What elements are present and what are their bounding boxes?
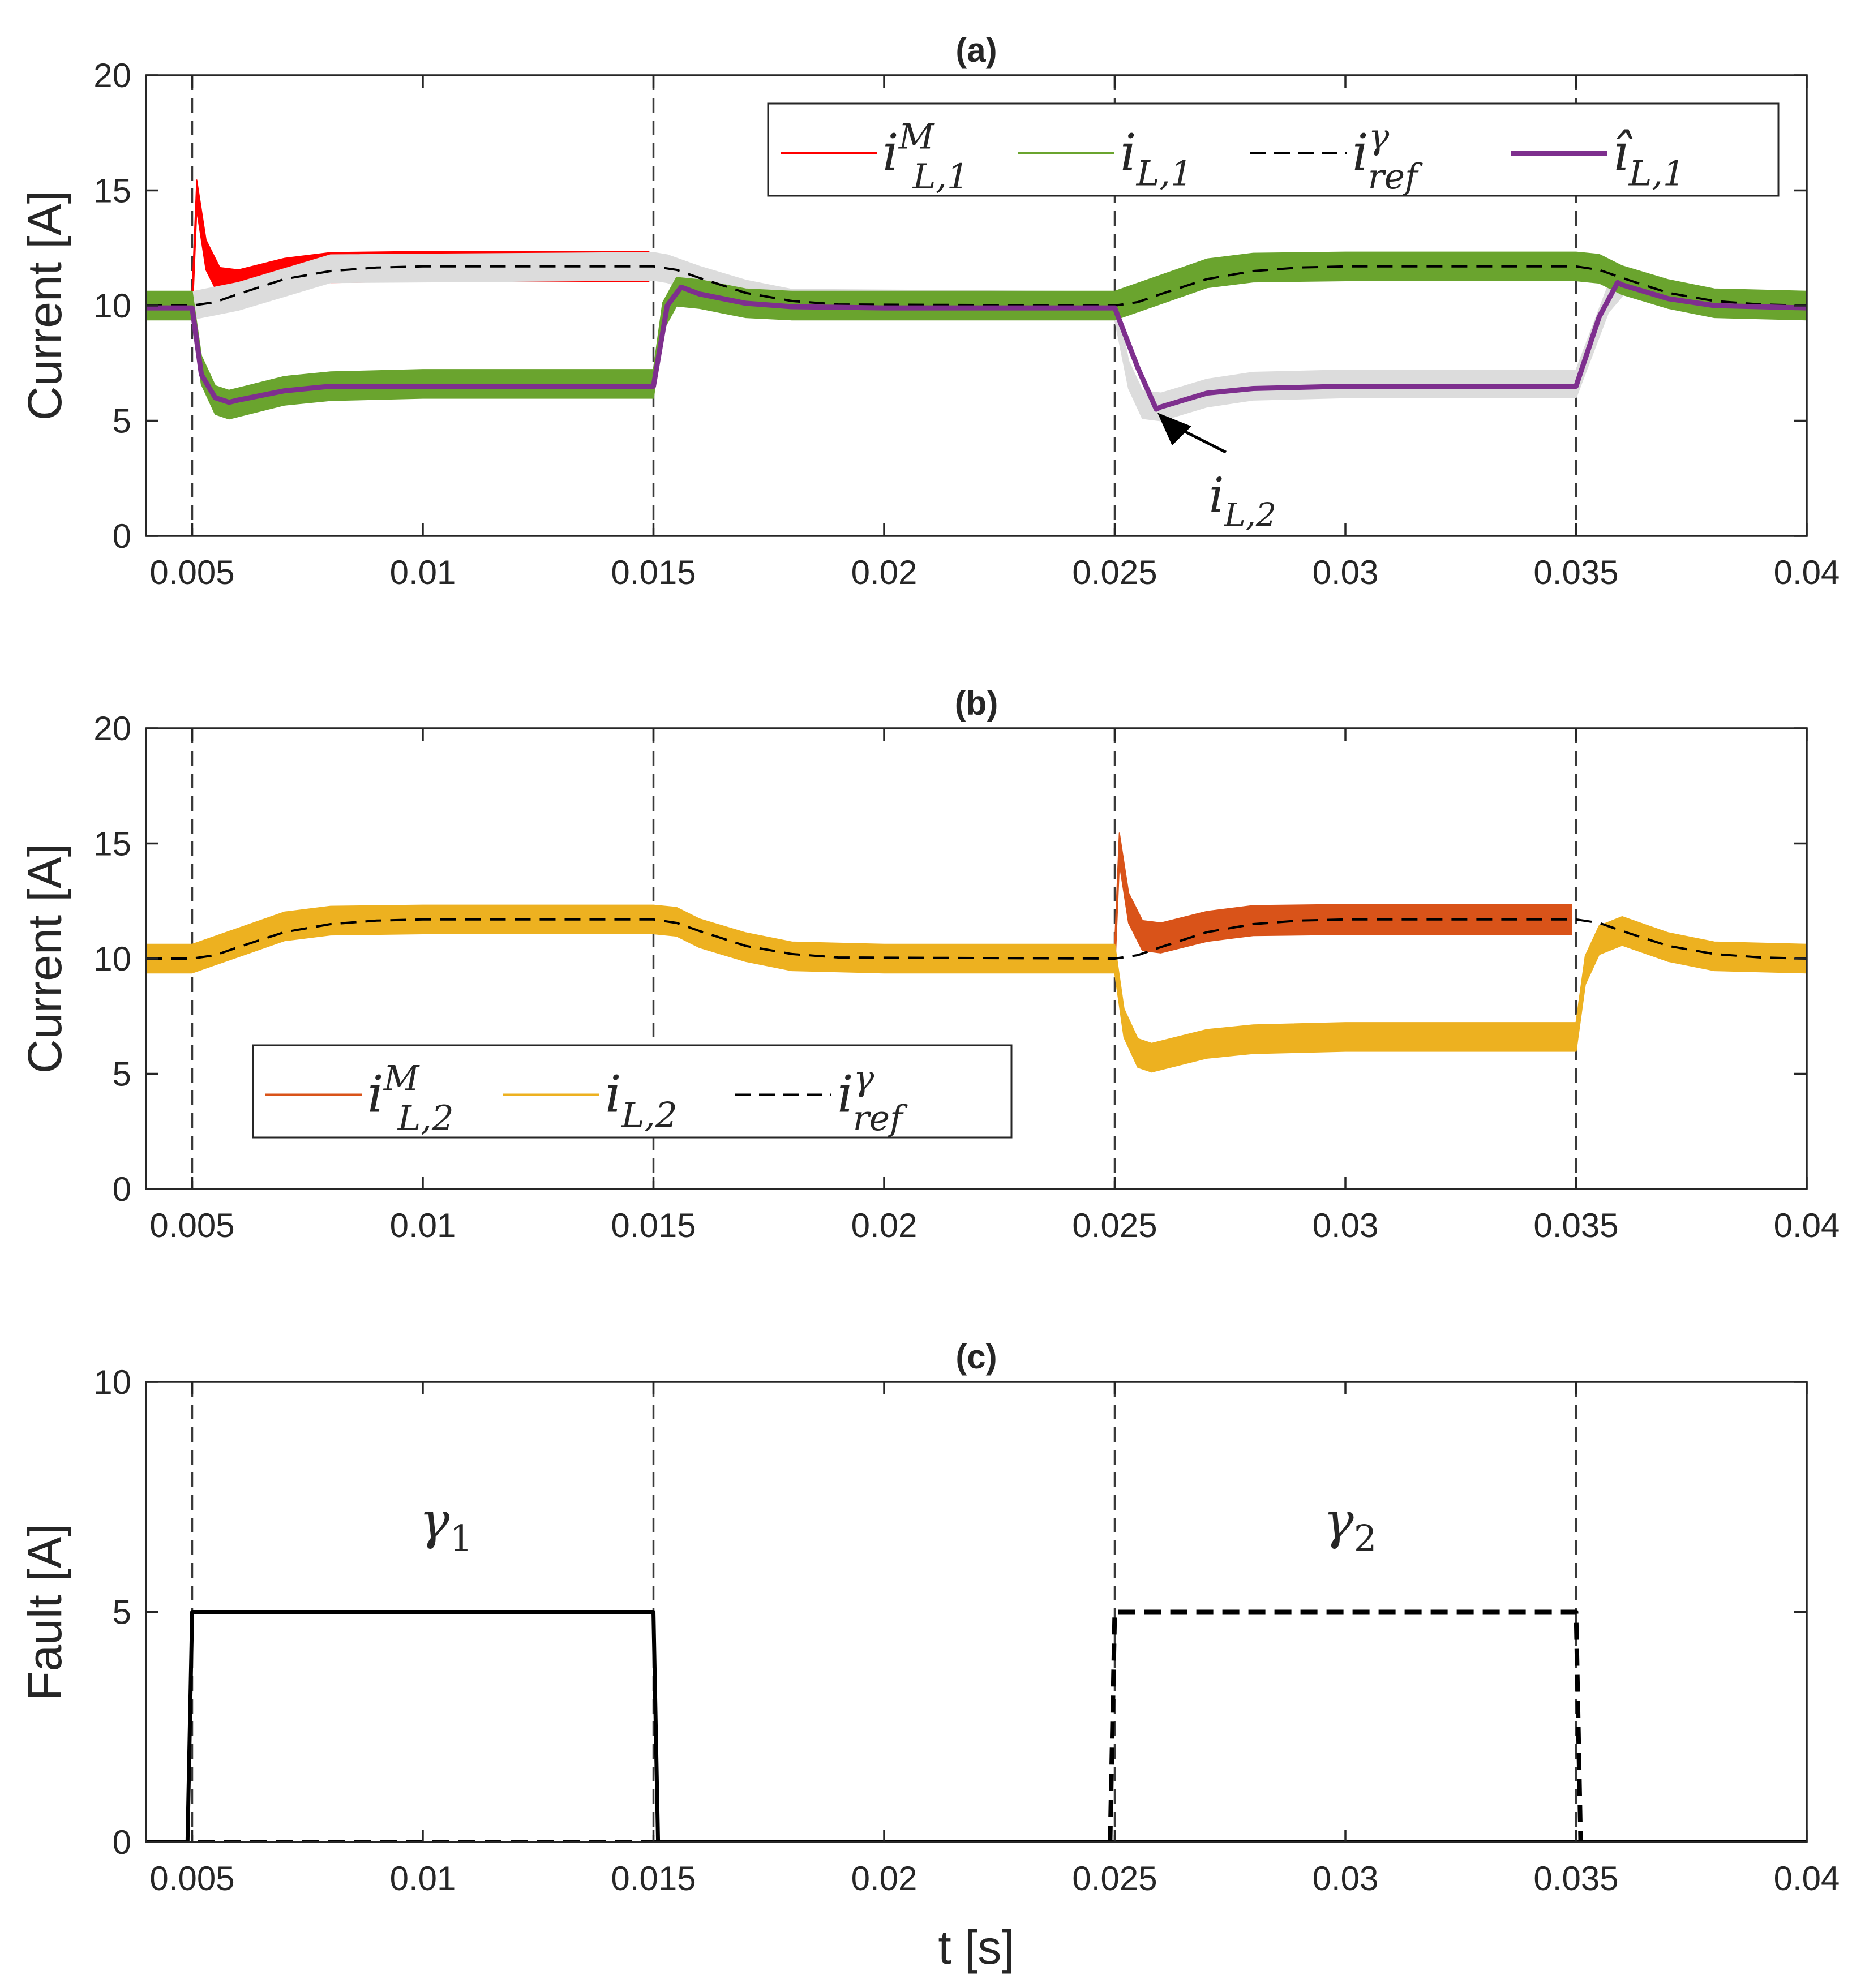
x-tick-label: 0.015	[611, 553, 696, 591]
y-tick-label: 10	[93, 287, 131, 325]
panel-title: (c)	[955, 1338, 997, 1376]
y-tick-label: 5	[113, 402, 131, 440]
legend-box	[767, 102, 1780, 197]
x-tick-label: 0.005	[149, 553, 234, 591]
legend-box	[252, 1044, 1013, 1139]
x-tick-label: 0.03	[1313, 1860, 1379, 1897]
plot-data	[146, 728, 1807, 1189]
y-tick-label: 0	[113, 517, 131, 555]
series-line	[146, 1610, 1807, 1842]
y-tick-label: 20	[93, 710, 131, 748]
x-tick-label: 0.01	[390, 1860, 456, 1897]
x-tick-label: 0.04	[1774, 1206, 1840, 1244]
x-tick-label: 0.03	[1313, 1206, 1379, 1244]
y-tick-label: 10	[93, 940, 131, 978]
x-tick-label: 0.025	[1072, 1860, 1157, 1897]
panel-a: 0.005 0.01 0.015 0.02 0.025 0.03 0.035 0.04 0 5 10…	[18, 31, 1840, 591]
x-tick-label: 0.02	[851, 1860, 918, 1897]
fault-label: γ2	[1323, 1491, 1377, 1560]
x-tick-label: 0.005	[149, 1860, 234, 1897]
series-line	[146, 918, 1807, 960]
legend-label: iγ ref	[837, 1059, 908, 1139]
legend-label: iM L,1	[882, 117, 969, 197]
y-axis-label: Current [A]	[18, 191, 71, 420]
x-tick-label: 0.035	[1533, 553, 1618, 591]
x-tick-label: 0.04	[1774, 1860, 1840, 1897]
legend-label: iM L,2	[367, 1059, 454, 1139]
plot-data	[146, 1382, 1807, 1842]
legend-label: iL,2	[605, 1065, 678, 1136]
series-band	[1114, 268, 1623, 422]
legend-label: iL,1	[1120, 123, 1193, 194]
series-band	[146, 251, 1807, 420]
x-tick-label: 0.015	[611, 1860, 696, 1897]
series-band	[146, 904, 1807, 1073]
y-tick-label: 0	[113, 1170, 131, 1208]
x-tick-label: 0.03	[1313, 553, 1379, 591]
x-tick-label: 0.02	[851, 553, 918, 591]
series-band	[1114, 832, 1572, 974]
y-tick-label: 15	[93, 825, 131, 863]
x-tick-label: 0.025	[1072, 1206, 1157, 1244]
y-tick-label: 15	[93, 172, 131, 210]
x-tick-label: 0.015	[611, 1206, 696, 1244]
y-tick-label: 5	[113, 1594, 131, 1631]
fault-label: γ1	[419, 1491, 473, 1560]
legend: iM L,2 iL,2 iγ ref	[252, 1044, 1013, 1139]
legend-label: iγ ref	[1352, 117, 1423, 197]
x-tick-label: 0.02	[851, 1206, 918, 1244]
series-line	[146, 280, 1807, 412]
x-tick-label: 0.035	[1533, 1860, 1618, 1897]
y-tick-label: 5	[113, 1055, 131, 1093]
x-axis-label: t [s]	[938, 1921, 1014, 1974]
annotation-label: iL,2	[1209, 467, 1276, 534]
x-tick-label: 0.04	[1774, 553, 1840, 591]
y-axis-label: Current [A]	[18, 844, 71, 1074]
panel-title: (b)	[955, 684, 998, 722]
x-tick-label: 0.025	[1072, 553, 1157, 591]
legend: iM L,1 iL,1 iγ ref îL,1	[767, 102, 1780, 197]
panel-title: (a)	[955, 31, 997, 69]
x-tick-label: 0.005	[149, 1206, 234, 1244]
annotation-arrowhead	[1157, 413, 1191, 446]
panel-b: 0.005 0.01 0.015 0.02 0.025 0.03 0.035 0.04 0 5 10…	[18, 684, 1840, 1244]
x-tick-label: 0.035	[1533, 1206, 1618, 1244]
x-tick-label: 0.01	[390, 553, 456, 591]
y-tick-label: 0	[113, 1823, 131, 1861]
y-tick-label: 20	[93, 57, 131, 95]
x-tick-label: 0.01	[390, 1206, 456, 1244]
y-axis-label: Fault [A]	[18, 1523, 71, 1701]
panel-c: 0.005 0.01 0.015 0.02 0.025 0.03 0.035 0.04 0 5 10…	[18, 1338, 1840, 1897]
y-tick-label: 10	[93, 1363, 131, 1401]
series-line	[146, 265, 1807, 307]
